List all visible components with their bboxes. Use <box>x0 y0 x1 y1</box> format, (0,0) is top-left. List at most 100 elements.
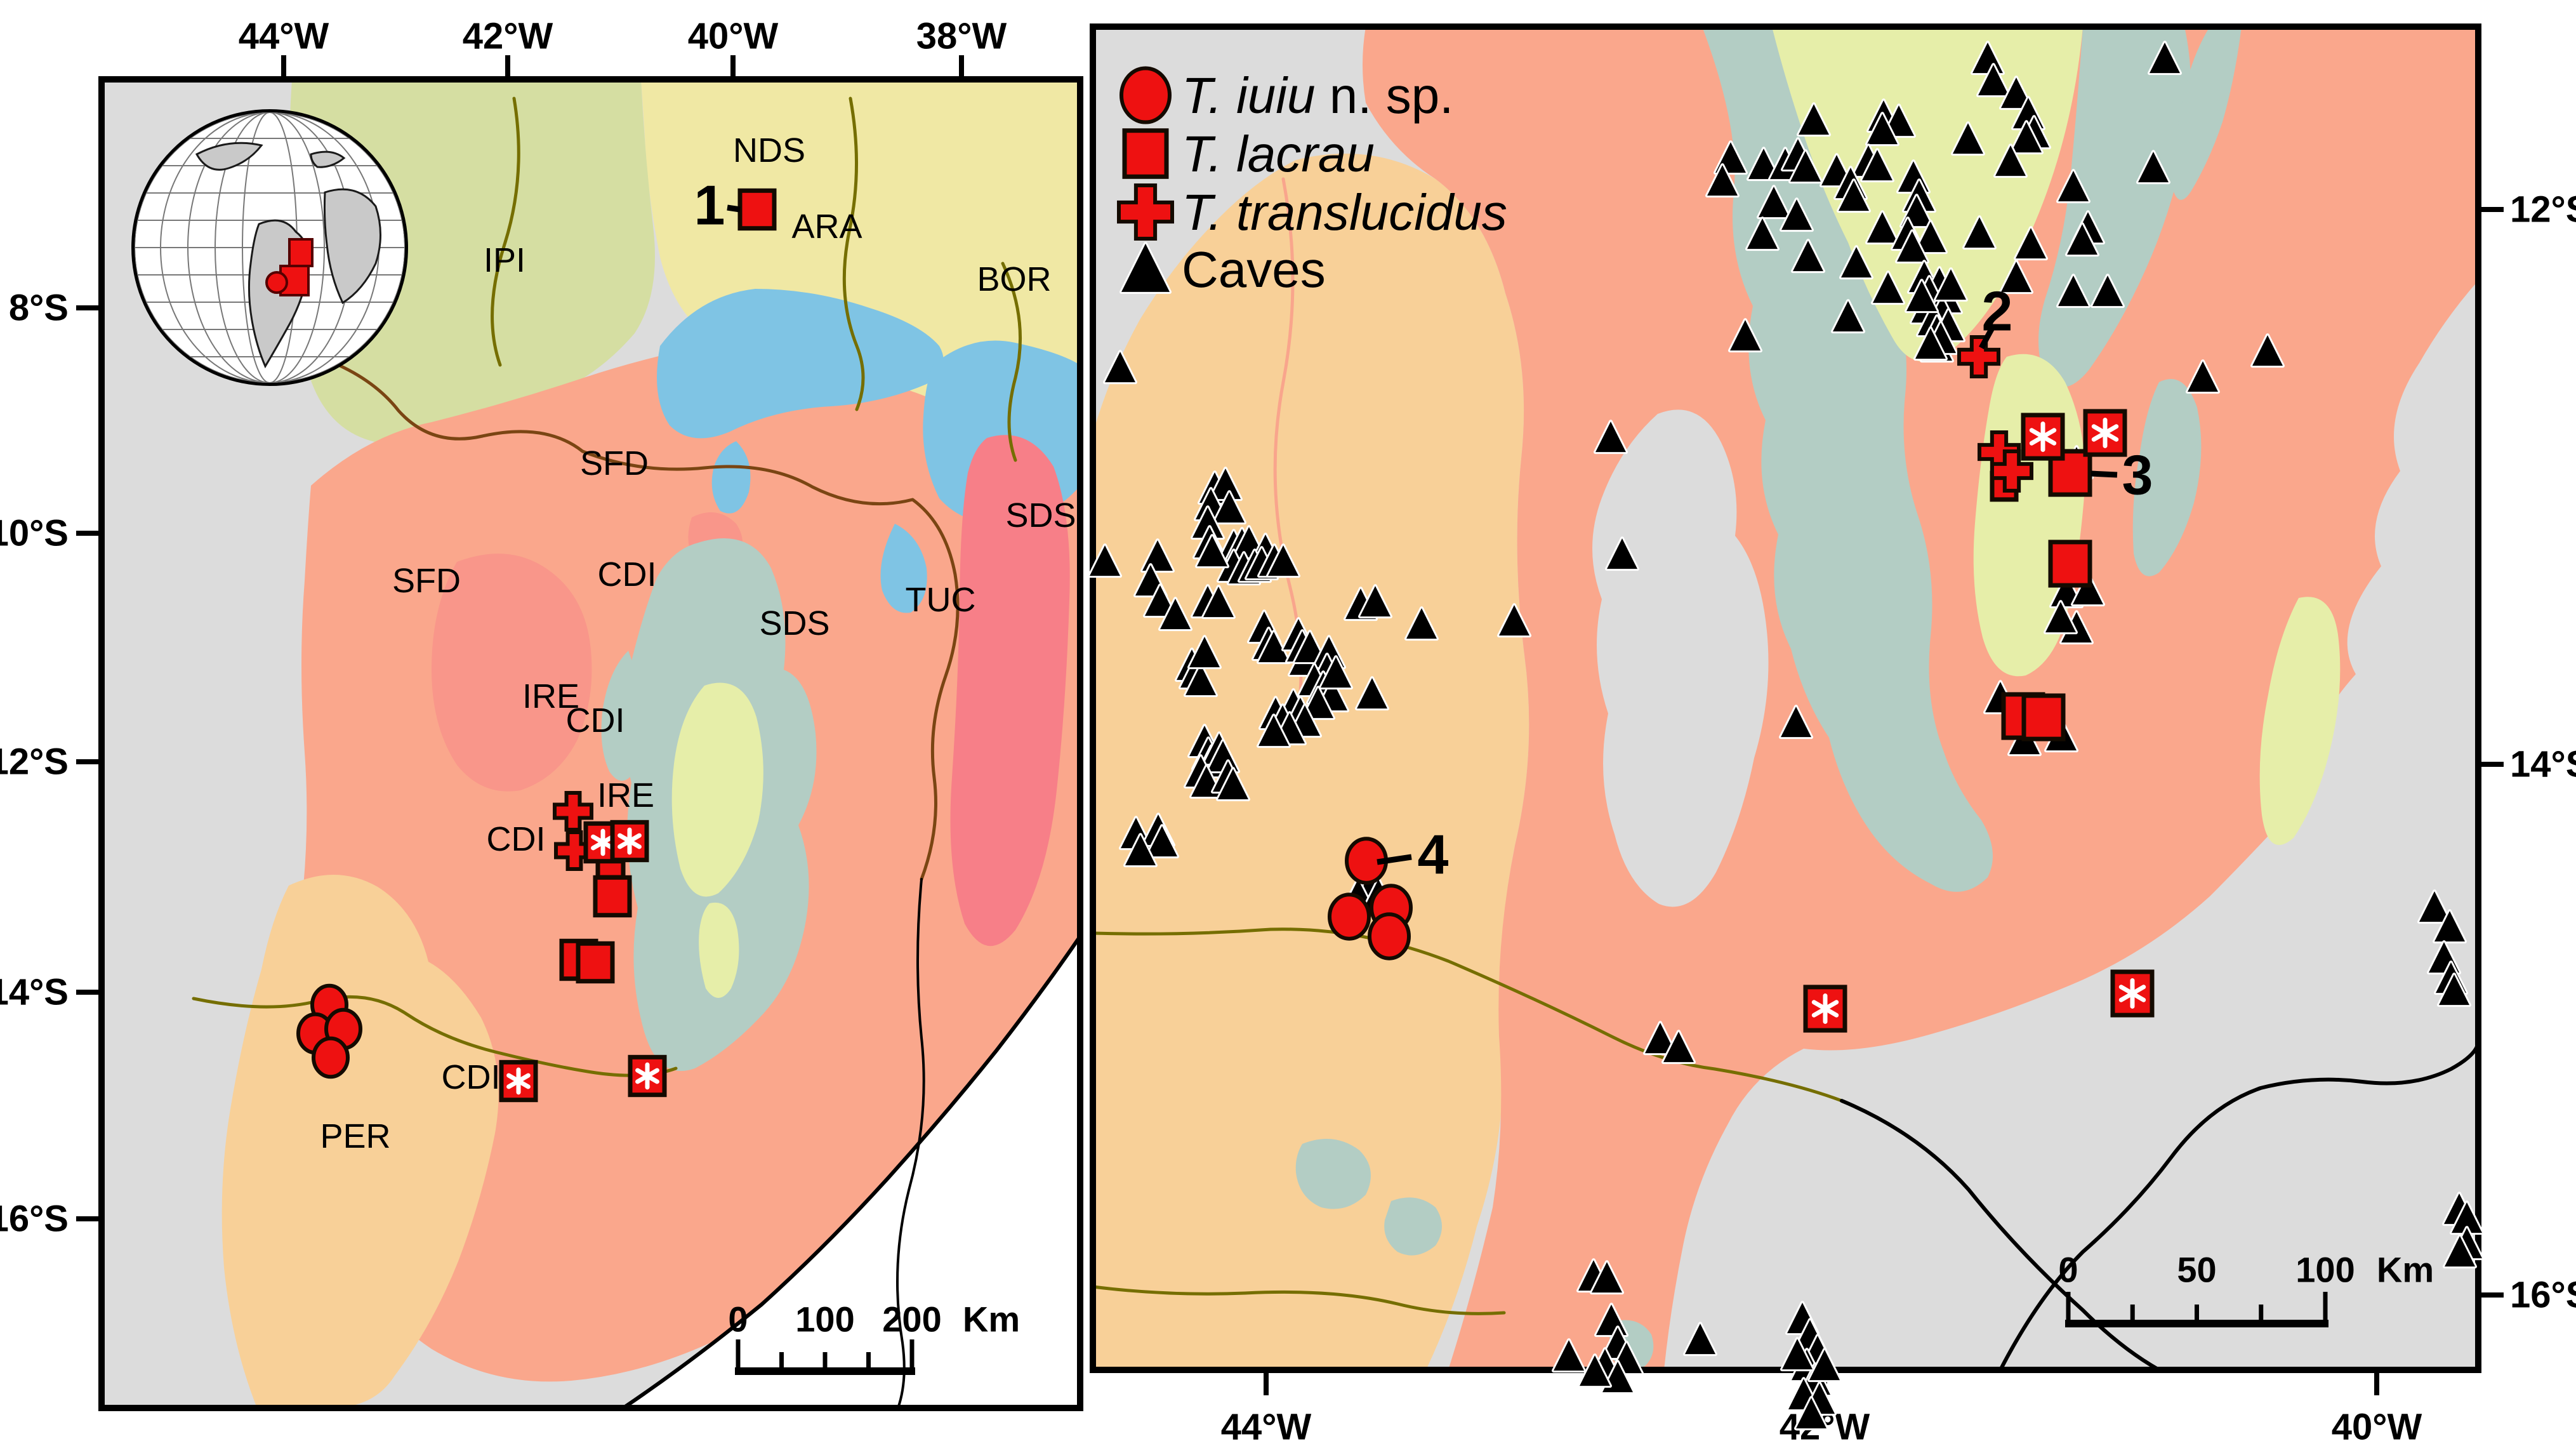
cave-triangle <box>1103 350 1137 385</box>
cave-triangle <box>1088 543 1122 578</box>
legend-label-t--lacrau: T. lacrau <box>1182 126 1375 182</box>
scalebar-unit: Km <box>2377 1250 2434 1290</box>
lacrau-square-asterisk-asterisk <box>506 1073 531 1089</box>
region-label-cdi: CDI <box>566 701 625 740</box>
site-connector <box>727 204 741 213</box>
lacrau-square-asterisk-asterisk <box>2029 428 2057 446</box>
cave-triangle <box>1976 63 2011 98</box>
region-gray-lake <box>1592 409 1769 907</box>
iuiu-circle <box>312 1036 350 1079</box>
cave-triangle <box>1140 538 1175 573</box>
region-label-bor: BOR <box>977 260 1051 298</box>
axis-label-latitude: 14°S <box>0 972 69 1013</box>
site-connector <box>2091 470 2118 478</box>
translucidus-cross <box>554 830 595 871</box>
region-label-ire: IRE <box>522 677 579 715</box>
axis-label-longitude: 44°W <box>1221 1407 1312 1441</box>
cave-triangle <box>1355 676 1389 711</box>
cave-triangle <box>2250 333 2285 368</box>
cave-triangle <box>1358 584 1392 619</box>
site-number-3: 3 <box>2122 444 2153 507</box>
scalebar-value: 0 <box>2058 1250 2078 1290</box>
legend-label-caves: Caves <box>1182 241 1326 298</box>
region-sfd-core <box>432 554 592 792</box>
scalebar-unit: Km <box>963 1299 1020 1339</box>
cave-triangle <box>2186 359 2220 394</box>
region-label-ipi: IPI <box>484 241 525 279</box>
cave-triangle <box>1745 216 1780 251</box>
coast-black-1 <box>1840 1099 2161 1372</box>
axis-label-latitude: 16°S <box>2510 1275 2576 1316</box>
region-teal-sw-1 <box>1295 1139 1371 1209</box>
lacrau-square <box>593 875 632 918</box>
cave-triangle <box>2044 600 2078 635</box>
region-label-sfd: SFD <box>580 444 649 482</box>
axis-label-latitude: 16°S <box>0 1199 69 1240</box>
legend-square-icon <box>1122 128 1169 179</box>
lacrau-square-asterisk-asterisk <box>1811 1000 1839 1018</box>
cave-triangle <box>1728 318 1762 353</box>
region-teal-right-2 <box>2172 27 2242 200</box>
state-line-olive-3 <box>1001 262 1022 462</box>
cave-triangle <box>2433 909 2467 944</box>
scalebar-value: 100 <box>2295 1250 2355 1290</box>
region-cdi-arm <box>601 651 642 781</box>
scalebar-value: 50 <box>2177 1250 2216 1290</box>
lacrau-square <box>2048 449 2092 497</box>
cave-triangle <box>2056 169 2091 204</box>
region-label-sds: SDS <box>759 604 829 642</box>
state-line-olive-bl <box>1091 1285 1506 1315</box>
lacrau-square-asterisk-asterisk <box>2118 985 2146 1002</box>
coast-black-2 <box>1998 1040 2480 1372</box>
state-line-olive-1 <box>491 96 520 367</box>
legend-label-t--translucidus: T. translucidus <box>1182 184 1507 241</box>
lacrau-square-asterisk-asterisk <box>2091 424 2119 442</box>
cave-triangle <box>1780 197 1814 232</box>
cave-triangle <box>1999 260 2033 295</box>
cave-triangle <box>1860 148 1894 183</box>
axis-label-latitude: 12°S <box>2510 189 2576 230</box>
cave-triangle <box>1158 597 1192 632</box>
cave-triangle <box>1187 635 1222 670</box>
cave-triangle <box>1962 215 1997 250</box>
lacrau-square <box>576 941 615 984</box>
cave-triangle <box>1293 630 1327 665</box>
cave-triangle <box>1257 714 1291 748</box>
region-tan <box>1093 154 1529 1370</box>
region-label-sds: SDS <box>1005 496 1076 535</box>
region-ire <box>671 682 763 897</box>
cave-triangle <box>1552 1338 1586 1373</box>
cave-triangle <box>2065 222 2099 257</box>
cave-triangle <box>1201 585 1236 620</box>
cave-triangle <box>1123 833 1158 868</box>
lacrau-square <box>2021 693 2066 741</box>
cave-triangle <box>1837 178 1871 213</box>
cave-triangle <box>1212 490 1246 525</box>
cave-triangle <box>1747 147 1781 182</box>
region-teal-sw-2 <box>1384 1197 1442 1256</box>
lacrau-square <box>737 188 777 231</box>
region-ara-drip <box>711 441 751 514</box>
cave-triangle <box>2091 274 2125 309</box>
axis-label-longitude: 40°W <box>2332 1407 2422 1441</box>
lacrau-square-asterisk-asterisk <box>591 834 615 851</box>
cave-triangle <box>1831 299 1865 334</box>
region-label-tuc: TUC <box>906 581 976 619</box>
state-line-brown-1 <box>303 350 585 453</box>
cave-triangle <box>1257 630 1291 665</box>
cave-triangle <box>1913 326 1948 361</box>
cave-triangle <box>2071 572 2105 607</box>
axis-label-latitude: 14°S <box>2510 744 2576 785</box>
cave-triangle <box>1807 1348 1842 1383</box>
axis-label-longitude: 40°W <box>688 16 779 57</box>
cave-triangle <box>1594 420 1628 455</box>
region-per <box>221 874 499 1408</box>
cave-triangle <box>1145 824 1179 859</box>
cave-triangle <box>1865 210 1899 245</box>
globe-study-area <box>265 238 314 296</box>
axis-label-longitude: 38°W <box>916 16 1007 57</box>
cave-triangle <box>1216 767 1250 802</box>
cave-triangle <box>1605 536 1639 571</box>
